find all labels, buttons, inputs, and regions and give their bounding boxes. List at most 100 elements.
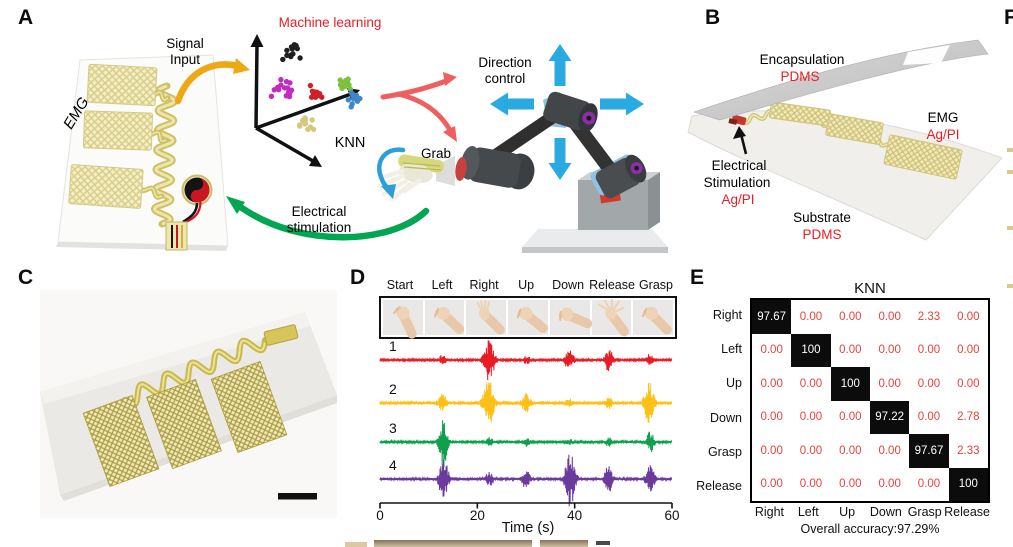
gesture-photo [591,298,632,337]
matrix-row-label: Right [712,308,742,322]
matrix-cell: 97.22 [869,400,910,434]
electrical-stimulation-label-line2: stimulation [287,220,352,235]
stimulation-electrode-layer [728,114,747,126]
cropped-photo-fragment [596,541,610,545]
knn-scatter-plot [250,34,363,167]
matrix-row-label: Grasp [707,444,742,459]
matrix-cell: 2.33 [948,434,988,468]
robot-arm-illustration [377,91,668,253]
matrix-col-label: Down [869,505,902,519]
matrix-cell: 0.00 [830,333,870,367]
gesture-label: Release [589,278,635,292]
gesture-photo [549,300,593,335]
matrix-row-label: Left [721,342,742,357]
x-axis-tick-label: 40 [567,508,582,523]
gesture-photo [383,300,423,339]
gesture-photo [424,300,465,335]
matrix-cell: 0.00 [830,434,870,468]
emg-trace-channel-1 [379,340,673,381]
matrix-cell: 100 [830,367,870,401]
emg-material-label: Ag/PI [926,127,959,142]
connector-pad [165,221,188,251]
gesture-photo-strip [379,296,677,339]
gesture-label: Down [552,278,585,292]
matrix-row-label: Down [710,410,742,425]
classification-arrows-icon [380,72,457,142]
matrix-col-label: Release [944,505,991,519]
matrix-cell: 0.00 [752,333,792,367]
confusion-matrix-title: KNN [854,280,886,297]
panel-d-label: D [350,266,366,289]
panel-a-label: A [18,6,34,29]
gesture-label: Right [469,278,499,292]
panel-c-label: C [18,266,34,289]
channel-number-label: 4 [389,457,397,473]
stimulation-electrode-disc [181,174,213,224]
electrode-mesh-patch [825,113,884,145]
matrix-col-label: Left [797,505,819,519]
matrix-cell: 0.00 [791,300,831,334]
matrix-cell: 0.00 [869,333,910,367]
encapsulation-material-label: PDMS [780,69,819,84]
matrix-cell: 0.00 [830,467,870,501]
robotic-hand-illustration [377,154,444,202]
cluster-red-point [307,82,314,89]
cluster-blue-point [348,104,354,110]
cluster-khaki-point [310,126,317,132]
matrix-cell: 0.00 [869,367,910,401]
emg-patch-device [56,54,229,251]
matrix-col-label: Grasp [907,505,942,519]
electrical-stim-label-line1: Electrical [712,158,767,173]
open-palm-hand-icon [476,299,506,335]
confusion-matrix-row-labels: Right Left Up Down Grasp Release [658,298,746,503]
cluster-magenta-point [275,84,281,91]
matrix-cell: 0.00 [752,400,792,434]
signal-input-label-line1: Signal [166,36,204,51]
matrix-row-label: Up [726,376,742,391]
direction-control-label-line1: Direction [478,55,531,70]
electrical-stim-material-label: Ag/PI [721,192,754,207]
matrix-cell: 0.00 [830,300,870,334]
cluster-black-point [280,56,286,63]
cluster-green-point [342,82,348,89]
cluster-black-point [294,45,300,52]
panel-c-device-photo [40,290,337,518]
fist-hand-icon [393,306,417,339]
matrix-cell: 97.67 [752,300,792,334]
direction-arrows-icon [490,44,644,180]
splayed-hand-icon [597,298,629,337]
matrix-cell: 2.78 [948,400,988,434]
direction-control-label-line2: control [485,71,526,86]
cluster-black-point [288,53,294,60]
cluster-red-point [309,94,315,100]
fist-hand-icon [642,306,673,335]
x-axis-tick-label: 0 [376,508,384,523]
cropped-panel-fragment [1007,170,1013,174]
electrode-mesh-patch [82,394,160,488]
matrix-cell: 0.00 [791,467,831,501]
electrode-mesh-patch [210,360,288,454]
matrix-cell: 0.00 [752,434,792,468]
gesture-label: Up [518,278,535,292]
matrix-cell: 0.00 [791,400,831,434]
x-axis-tick-label: 60 [664,508,679,523]
gesture-label-row: Start Left Right Up Down Release Grasp [379,278,677,293]
emg-layer-label: EMG [928,110,959,125]
gesture-label: Grasp [638,278,673,292]
matrix-cell: 0.00 [909,367,949,401]
cropped-panel-fragment [1007,148,1013,152]
matrix-row-label: Release [696,478,742,493]
matrix-col-label: Right [754,505,784,519]
panel-a-illustration: EMG Signal Input Machine learning KNN Di… [56,15,668,253]
panel-f-label: F [1004,6,1013,29]
cropped-panel-fragment [1007,284,1013,288]
substrate-material-label: PDMS [802,227,841,242]
gesture-label: Left [431,278,453,292]
matrix-cell: 0.00 [752,467,792,501]
grab-label: Grab [421,146,451,161]
cluster-green-point [337,77,343,83]
knn-label: KNN [335,135,366,151]
matrix-cell: 0.00 [791,367,831,401]
gesture-photo [508,300,549,335]
substrate-label: Substrate [793,210,851,225]
